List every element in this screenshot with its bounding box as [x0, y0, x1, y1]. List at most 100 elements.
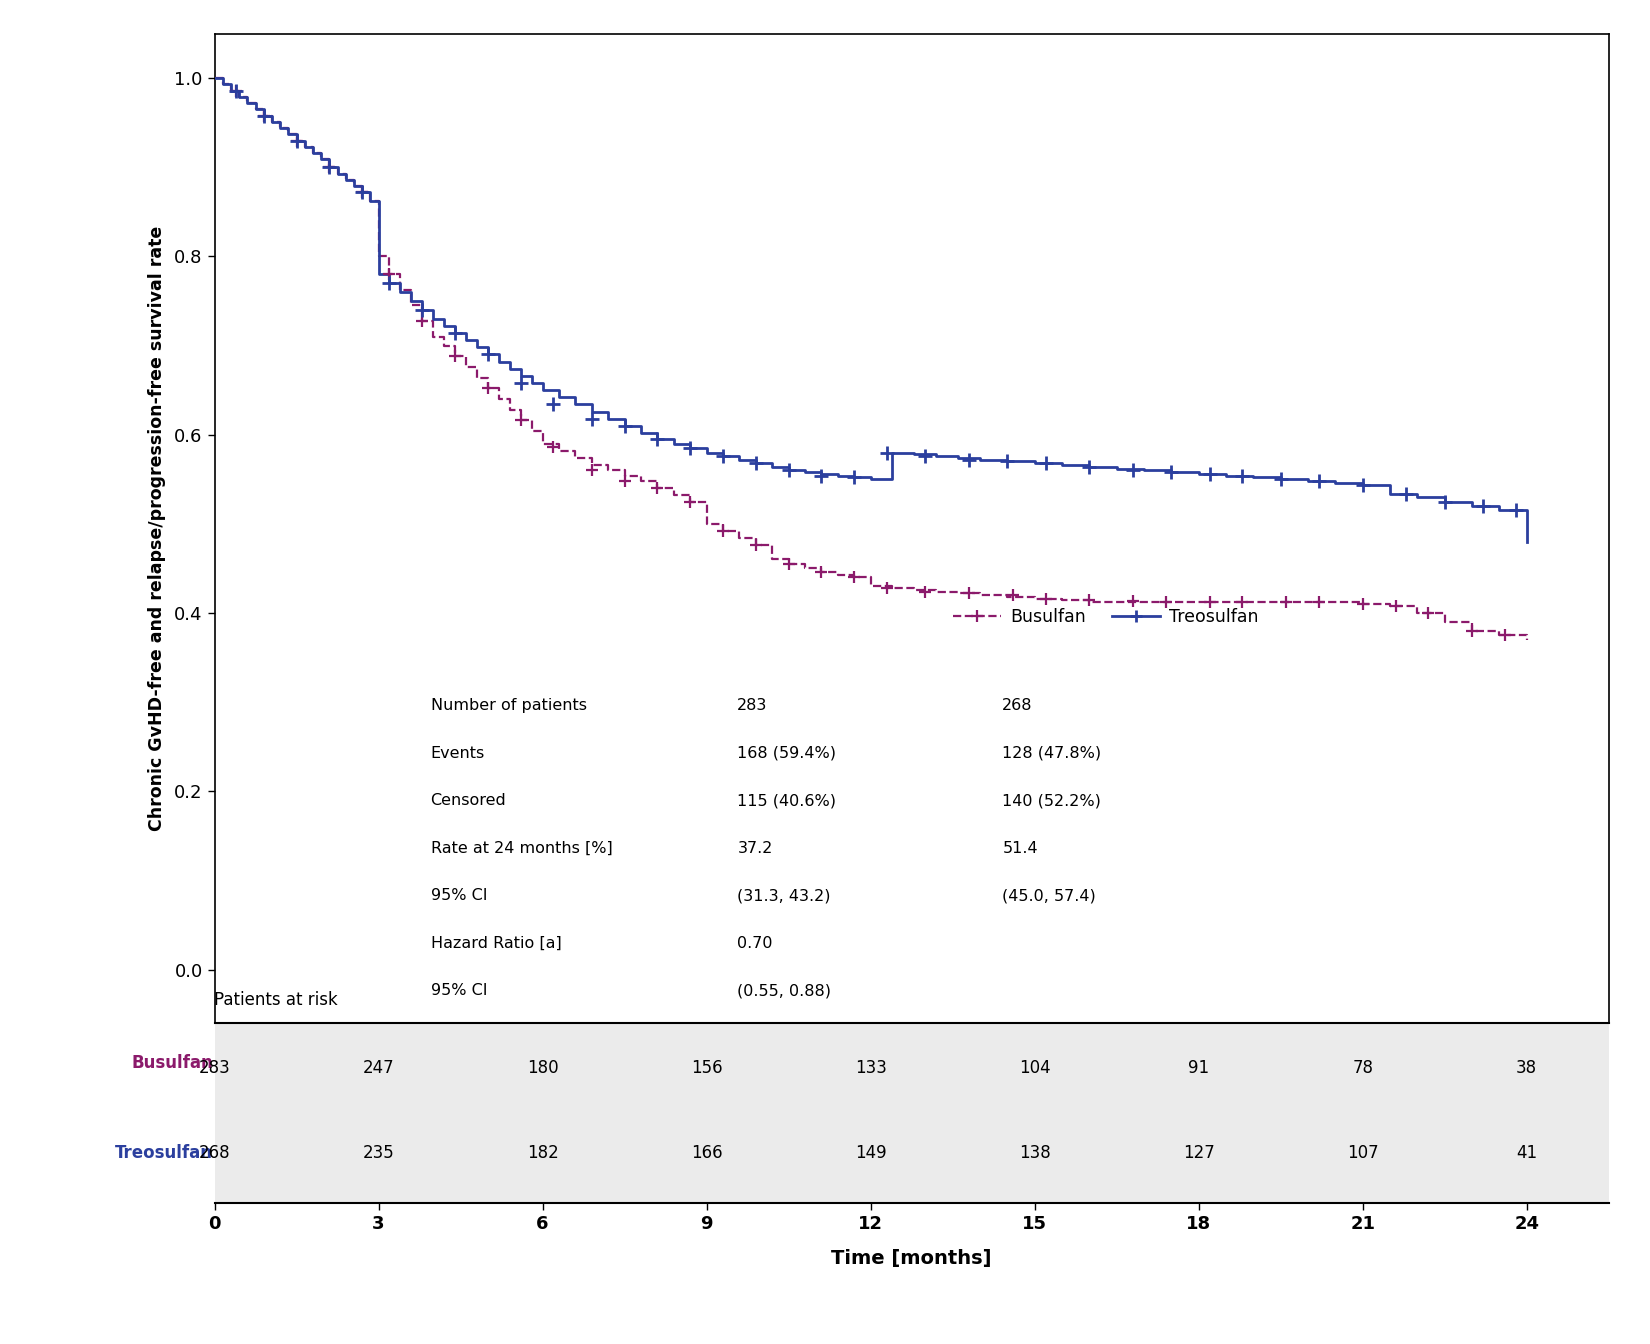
Point — [912, 445, 939, 466]
Point — [1033, 453, 1059, 474]
Point — [742, 535, 769, 556]
Point — [475, 344, 502, 366]
Point — [1383, 595, 1409, 617]
Point — [1267, 469, 1294, 491]
Point — [223, 79, 249, 101]
Point — [874, 578, 901, 599]
Text: p-value [a][b]: p-value [a][b] — [431, 1031, 541, 1046]
Point — [808, 562, 835, 583]
Point — [1076, 590, 1102, 612]
Text: 168 (59.4%): 168 (59.4%) — [738, 746, 837, 761]
Point — [1033, 587, 1059, 609]
Text: 140 (52.2%): 140 (52.2%) — [1002, 793, 1101, 809]
Point — [317, 156, 343, 177]
Text: 247: 247 — [363, 1059, 394, 1077]
Text: Rate at 24 months [%]: Rate at 24 months [%] — [431, 841, 612, 856]
Point — [874, 442, 901, 464]
Text: 0.0030: 0.0030 — [738, 1031, 794, 1046]
Text: 180: 180 — [526, 1059, 558, 1077]
Point — [1158, 461, 1185, 482]
Point — [475, 378, 502, 399]
Point — [1305, 470, 1332, 492]
Text: 51.4: 51.4 — [1002, 841, 1038, 856]
Point — [676, 492, 703, 513]
Point — [508, 372, 535, 394]
Point — [1000, 585, 1026, 606]
Point — [612, 415, 639, 437]
Point — [284, 130, 310, 152]
Text: 138: 138 — [1018, 1144, 1051, 1163]
Point — [912, 581, 939, 602]
Text: 37.2: 37.2 — [738, 841, 772, 856]
Point — [955, 582, 982, 603]
Text: 107: 107 — [1346, 1144, 1378, 1163]
Y-axis label: Chronic GvHD-free and relapse/progression-free survival rate: Chronic GvHD-free and relapse/progressio… — [148, 226, 167, 831]
Point — [317, 156, 343, 177]
Text: 41: 41 — [1516, 1144, 1538, 1163]
Legend: Busulfan, Treosulfan: Busulfan, Treosulfan — [945, 601, 1266, 633]
Point — [1120, 590, 1147, 612]
Point — [612, 470, 639, 492]
Point — [508, 410, 535, 431]
Point — [1416, 602, 1442, 624]
Point — [1196, 464, 1223, 485]
Text: Busulfan: Busulfan — [132, 1054, 213, 1071]
Point — [348, 181, 375, 203]
Point — [1229, 465, 1256, 487]
Text: 149: 149 — [855, 1144, 886, 1163]
Text: 166: 166 — [691, 1144, 723, 1163]
Text: 283: 283 — [198, 1059, 231, 1077]
Text: 235: 235 — [363, 1144, 394, 1163]
Point — [710, 520, 736, 542]
Text: 283: 283 — [738, 699, 767, 714]
Point — [842, 466, 868, 488]
Point — [955, 449, 982, 470]
Point — [776, 460, 802, 481]
Point — [1492, 625, 1518, 646]
Text: 95% CI: 95% CI — [431, 888, 487, 903]
Text: 156: 156 — [691, 1059, 723, 1077]
Point — [1350, 593, 1376, 614]
Text: Events: Events — [431, 746, 485, 761]
Text: Censored: Censored — [431, 793, 507, 809]
Point — [1076, 456, 1102, 477]
Text: 182: 182 — [526, 1144, 558, 1163]
Point — [348, 181, 375, 203]
Point — [776, 554, 802, 575]
Point — [644, 429, 670, 450]
Point — [540, 437, 566, 458]
Text: (0.55, 0.88): (0.55, 0.88) — [738, 984, 832, 999]
Point — [1432, 491, 1459, 512]
Point — [1470, 495, 1497, 516]
Text: 0.70: 0.70 — [738, 935, 772, 952]
Point — [376, 263, 403, 285]
Point — [1393, 482, 1419, 504]
X-axis label: Time [months]: Time [months] — [832, 1250, 992, 1269]
Text: 78: 78 — [1353, 1059, 1373, 1077]
Text: 95% CI: 95% CI — [431, 984, 487, 999]
Point — [644, 477, 670, 499]
Text: 133: 133 — [855, 1059, 886, 1077]
Point — [742, 453, 769, 474]
Text: 268: 268 — [198, 1144, 231, 1163]
Point — [284, 130, 310, 152]
Point — [409, 310, 436, 332]
Text: 104: 104 — [1018, 1059, 1051, 1077]
Text: 91: 91 — [1188, 1059, 1209, 1077]
Point — [808, 465, 835, 487]
Text: Patients at risk: Patients at risk — [214, 991, 338, 1008]
Point — [1459, 620, 1485, 641]
Point — [1196, 591, 1223, 613]
Point — [993, 450, 1020, 472]
Point — [1272, 591, 1299, 613]
Point — [842, 567, 868, 589]
Text: 38: 38 — [1516, 1059, 1538, 1077]
Point — [579, 409, 606, 430]
Text: 115 (40.6%): 115 (40.6%) — [738, 793, 837, 809]
Point — [442, 345, 469, 367]
Point — [1350, 474, 1376, 496]
Text: (31.3, 43.2): (31.3, 43.2) — [738, 888, 832, 903]
Text: 127: 127 — [1183, 1144, 1214, 1163]
Text: Hazard Ratio [a]: Hazard Ratio [a] — [431, 935, 561, 952]
Point — [409, 300, 436, 321]
